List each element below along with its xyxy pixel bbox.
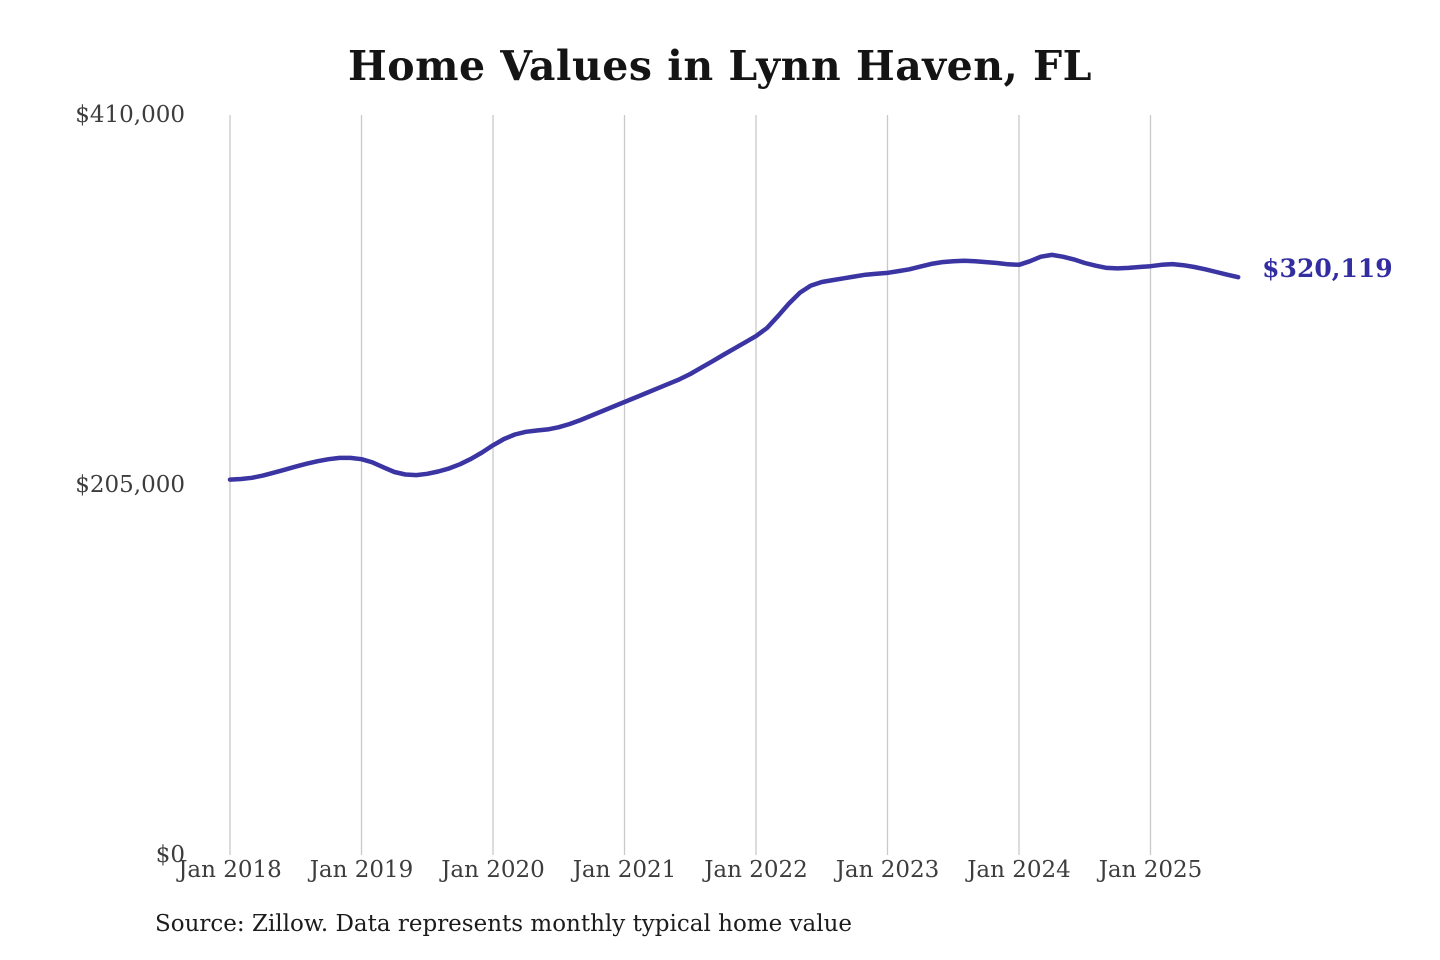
chart-title: Home Values in Lynn Haven, FL — [347, 42, 1092, 90]
x-axis-tick-label: Jan 2023 — [835, 857, 940, 883]
x-axis-tick-label: Jan 2018 — [178, 857, 282, 883]
latest-value-callout: $320,119 — [1262, 254, 1393, 284]
x-axis-tick-label: Jan 2020 — [441, 857, 545, 883]
y-axis-tick-label-410k: $410,000 — [75, 102, 185, 128]
x-axis-tick-label: Jan 2025 — [1098, 857, 1203, 883]
x-axis-tick-label: Jan 2022 — [704, 857, 808, 883]
y-axis-tick-label-205k: $205,000 — [75, 472, 185, 498]
source-note: Source: Zillow. Data represents monthly … — [155, 911, 853, 937]
y-axis-tick-label-0: $0 — [155, 842, 185, 868]
x-axis-tick-label: Jan 2024 — [967, 857, 1071, 883]
x-axis-tick-label: Jan 2019 — [309, 857, 414, 883]
x-axis-tick-label: Jan 2021 — [572, 857, 677, 883]
home-value-line — [227, 252, 1241, 482]
